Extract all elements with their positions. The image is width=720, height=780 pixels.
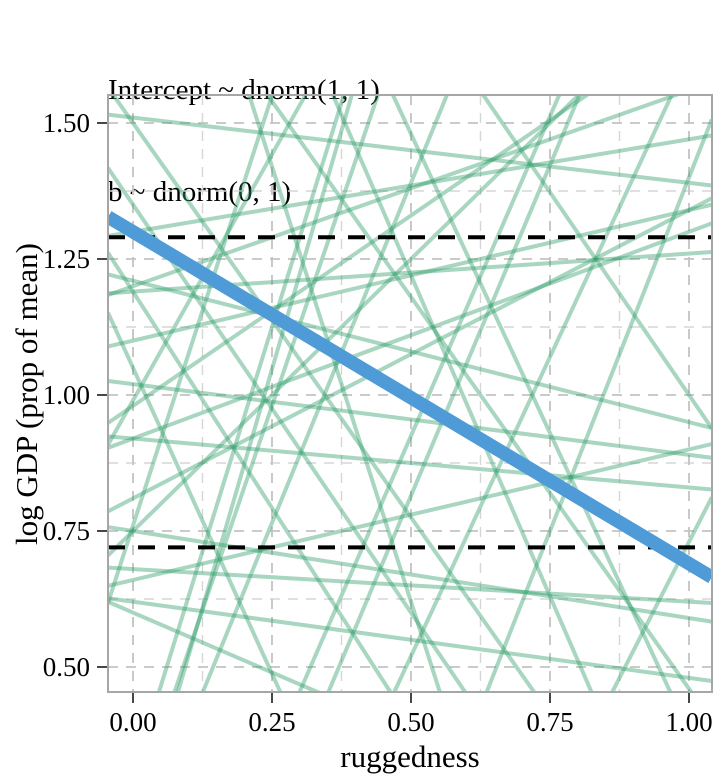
prior-line (108, 251, 393, 692)
prior-line (108, 95, 308, 446)
prior-line (108, 272, 712, 430)
prior-line (108, 95, 591, 425)
prior-line (108, 525, 712, 624)
prior-line (108, 565, 712, 606)
prior-line (480, 95, 712, 430)
prior-line (110, 95, 537, 692)
highlight-prior-line (108, 211, 712, 584)
x-tick-label: 1.00 (665, 707, 712, 737)
highlight-line-group (108, 211, 712, 584)
y-tick-label: 0.50 (43, 652, 90, 682)
prior-line (265, 95, 694, 692)
prior-line (108, 221, 712, 450)
y-tick-label: 1.00 (43, 380, 90, 410)
prior-line (297, 95, 562, 692)
plot-title-line-2: b ~ dnorm(0, 1) (108, 176, 292, 208)
plot-title: Intercept ~ dnorm(1, 1) b ~ dnorm(0, 1) (108, 5, 380, 277)
prior-line (172, 95, 381, 692)
y-tick-label: 1.50 (43, 108, 90, 138)
prior-line (108, 378, 712, 460)
prior-line (200, 95, 450, 692)
x-tick-label: 0.00 (109, 707, 156, 737)
prior-line (108, 442, 712, 588)
prior-line (108, 434, 712, 492)
prior-line (330, 95, 594, 692)
prior-line (108, 250, 712, 296)
x-tick-label: 0.75 (526, 707, 573, 737)
x-tick-label: 0.50 (387, 707, 434, 737)
prior-line (156, 95, 346, 692)
prior-line (108, 599, 323, 692)
plot-title-line-1: Intercept ~ dnorm(1, 1) (108, 74, 380, 106)
x-tick-label: 0.25 (248, 707, 295, 737)
prior-line (326, 95, 582, 692)
y-axis-title: log GDP (prop of mean) (9, 243, 44, 545)
prior-lines-group (108, 95, 712, 692)
prior-line (484, 118, 712, 692)
prior-line (108, 311, 283, 692)
prior-line (175, 95, 354, 692)
prior-line (108, 112, 712, 188)
prior-line (108, 202, 712, 349)
prior-line (108, 95, 275, 604)
prior-line (108, 95, 682, 297)
prior-line (108, 596, 712, 683)
prior-line (108, 133, 712, 238)
prior-line (390, 95, 673, 692)
panel-border (107, 94, 713, 693)
prior-line (108, 166, 468, 692)
prior-line (392, 95, 674, 692)
prior-line (108, 196, 712, 514)
x-axis-title: ruggedness (340, 739, 480, 774)
prior-line (108, 95, 582, 557)
y-tick-label: 0.75 (43, 516, 90, 546)
prior-line (247, 95, 442, 692)
y-tick-label: 1.25 (43, 244, 90, 274)
